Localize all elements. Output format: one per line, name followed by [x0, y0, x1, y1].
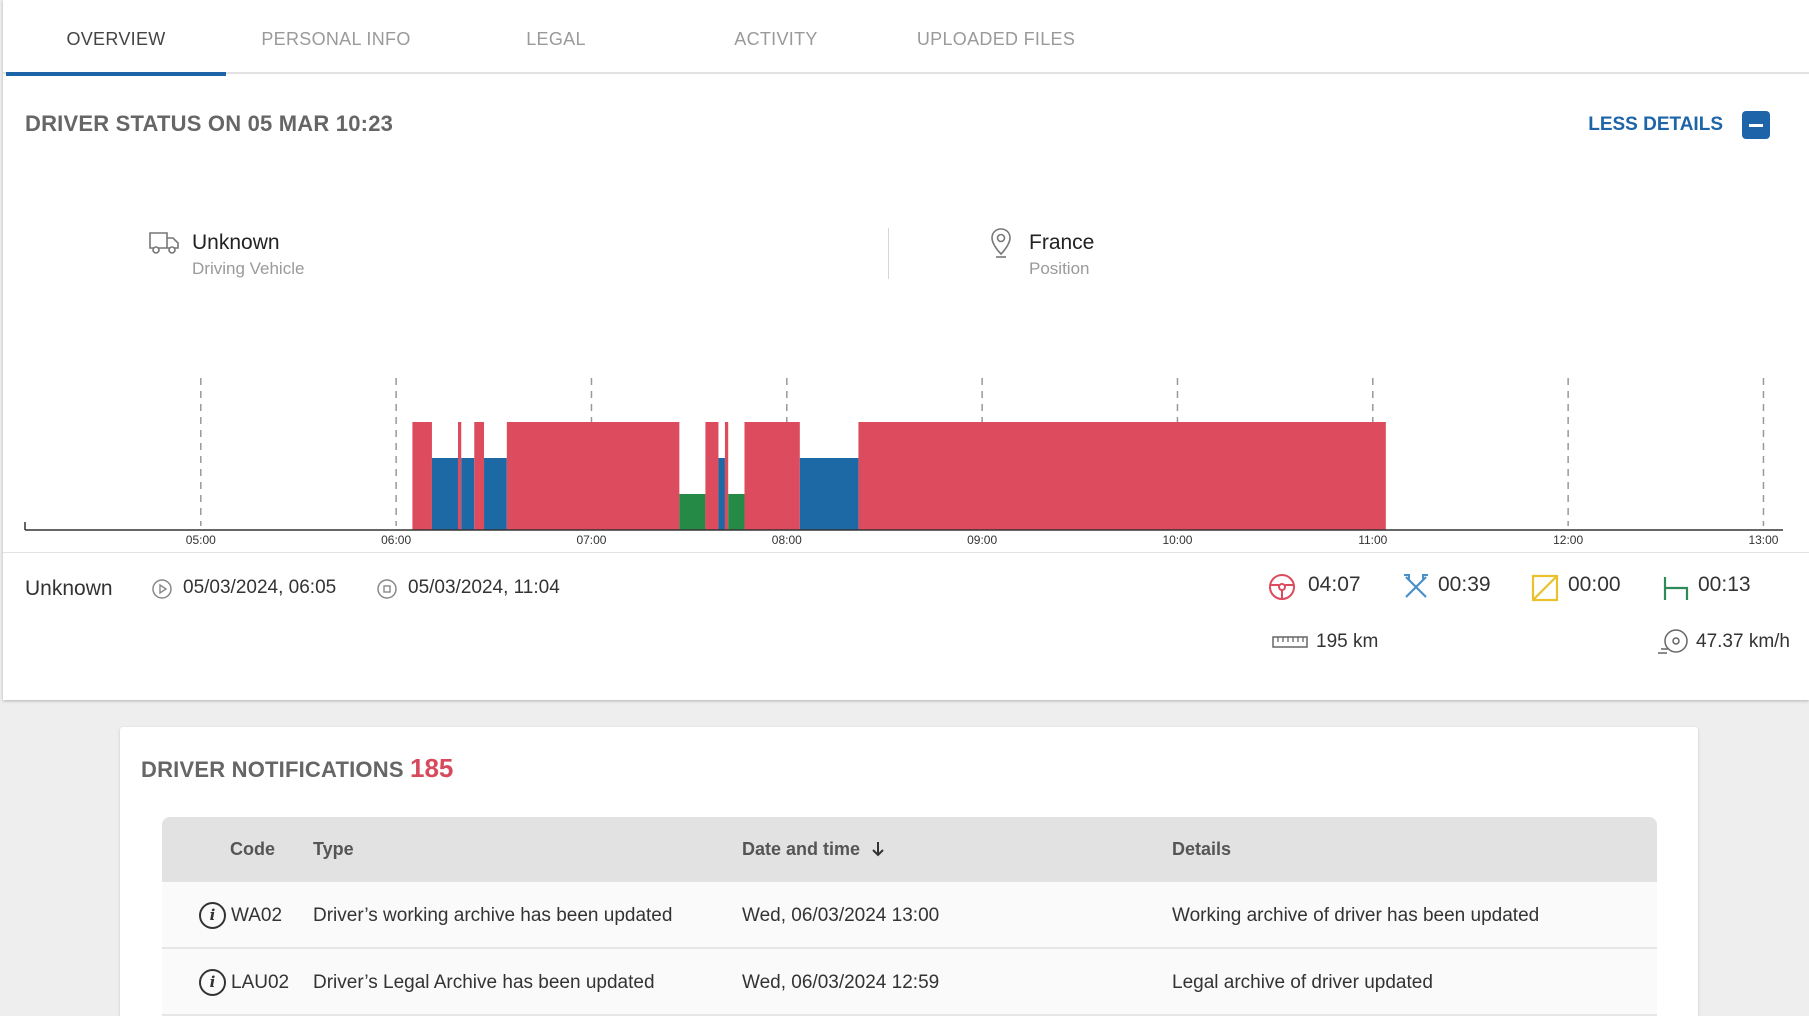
- activity-timeline-chart: 05:00 06:00 07:00 08:00 09:00 10:00 11:00 12:00…: [24, 378, 1783, 547]
- speedometer-icon: [1658, 629, 1688, 654]
- x-tick-label: 05:00: [186, 533, 216, 547]
- row-code: WA02: [231, 905, 283, 926]
- activity-segment-driving: [474, 422, 485, 530]
- x-tick-label: 11:00: [1358, 533, 1387, 547]
- tab-personal-info[interactable]: PERSONAL INFO: [261, 29, 411, 49]
- position-value: France: [1029, 231, 1095, 254]
- truck-icon: [149, 232, 179, 254]
- tools-icon: [1404, 574, 1428, 598]
- summary-vehicle: Unknown: [25, 577, 113, 600]
- position-label: Position: [1029, 259, 1090, 278]
- location-pin-icon: [991, 228, 1011, 258]
- info-icon: i: [199, 902, 226, 929]
- x-tick-label: 06:00: [381, 533, 411, 547]
- table-header: Code Type Date and time Details: [162, 817, 1657, 882]
- table-row[interactable]: i WA02 Driver’s working archive has been…: [162, 882, 1657, 949]
- avg-speed-value: 47.37 km/h: [1696, 631, 1790, 652]
- availability-icon: [1531, 574, 1559, 602]
- tab-uploaded-files[interactable]: UPLOADED FILES: [916, 29, 1076, 49]
- info-icon: i: [199, 969, 226, 996]
- activity-segment-driving: [858, 422, 1386, 530]
- rest-time: 00:13: [1698, 573, 1751, 596]
- driver-notifications-card: DRIVER NOTIFICATIONS 185 Code Type Date …: [120, 727, 1698, 1016]
- row-datetime: Wed, 06/03/2024 13:00: [742, 905, 940, 926]
- notifications-count: 185: [410, 753, 454, 783]
- activity-segment-driving: [724, 422, 729, 530]
- activity-segment-driving: [744, 422, 800, 530]
- ruler-icon: [1272, 636, 1308, 648]
- activity-segment-availability: [679, 494, 706, 530]
- datetime-header-label: Date and time: [742, 839, 861, 859]
- notifications-table: Code Type Date and time Details i WA02 D…: [162, 817, 1657, 1016]
- activity-segment-work: [484, 458, 507, 530]
- row-type: Driver’s Legal Archive has been updated: [313, 972, 655, 993]
- vehicle-value: Unknown: [192, 231, 280, 254]
- activity-segment-work: [461, 458, 475, 530]
- x-tick-label: 07:00: [576, 533, 606, 547]
- steering-wheel-icon: [1269, 574, 1295, 600]
- tab-bar: OVERVIEW PERSONAL INFO LEGAL ACTIVITY UP…: [3, 0, 1809, 76]
- notifications-title: DRIVER NOTIFICATIONS: [141, 757, 404, 782]
- driving-time: 04:07: [1308, 573, 1361, 596]
- summary-row: Unknown 05/03/2024, 06:05 05/03/2024, 11…: [3, 552, 1809, 692]
- column-header-code[interactable]: Code: [230, 839, 275, 859]
- less-details-link[interactable]: LESS DETAILS: [1588, 114, 1723, 135]
- info-divider: [888, 228, 889, 279]
- activity-segment-work: [799, 458, 859, 530]
- collapse-button[interactable]: [1742, 111, 1770, 139]
- x-tick-label: 13:00: [1748, 533, 1778, 547]
- row-details: Working archive of driver has been updat…: [1172, 905, 1540, 926]
- row-details: Legal archive of driver updated: [1172, 972, 1433, 993]
- row-type: Driver’s working archive has been update…: [313, 905, 673, 926]
- driver-status-title: DRIVER STATUS ON 05 MAR 10:23: [25, 111, 394, 136]
- vehicle-label: Driving Vehicle: [192, 259, 305, 278]
- activity-segment-driving: [506, 422, 680, 530]
- activity-segment-driving: [705, 422, 719, 530]
- tab-activity[interactable]: ACTIVITY: [734, 29, 818, 49]
- row-datetime: Wed, 06/03/2024 12:59: [742, 972, 940, 993]
- summary-end-time: 05/03/2024, 11:04: [408, 577, 560, 598]
- column-header-details[interactable]: Details: [1172, 839, 1232, 859]
- start-play-icon: [152, 579, 172, 599]
- table-row[interactable]: i LAU02 Driver’s Legal Archive has been …: [162, 949, 1657, 1016]
- driver-status-card: OVERVIEW PERSONAL INFO LEGAL ACTIVITY UP…: [3, 0, 1809, 700]
- tab-legal[interactable]: LEGAL: [526, 29, 586, 49]
- distance-value: 195 km: [1316, 631, 1379, 652]
- bed-icon: [1663, 577, 1689, 600]
- column-header-type[interactable]: Type: [313, 839, 354, 859]
- activity-segment-driving: [412, 422, 432, 530]
- sort-arrow-down-icon: [872, 842, 884, 857]
- x-tick-label: 10:00: [1162, 533, 1192, 547]
- activity-segment-driving: [457, 422, 462, 530]
- availability-time: 00:00: [1568, 573, 1621, 596]
- x-tick-label: 08:00: [772, 533, 802, 547]
- column-header-datetime[interactable]: Date and time: [742, 817, 885, 882]
- activity-segment-work: [718, 458, 725, 530]
- activity-segment-availability: [728, 494, 745, 530]
- row-code: LAU02: [231, 972, 290, 993]
- tab-overview[interactable]: OVERVIEW: [6, 0, 226, 76]
- x-tick-label: 09:00: [967, 533, 997, 547]
- activity-segment-work: [431, 458, 458, 530]
- summary-start-time: 05/03/2024, 06:05: [183, 577, 337, 598]
- end-stop-icon: [377, 579, 397, 599]
- x-tick-label: 12:00: [1553, 533, 1583, 547]
- work-time: 00:39: [1438, 573, 1491, 596]
